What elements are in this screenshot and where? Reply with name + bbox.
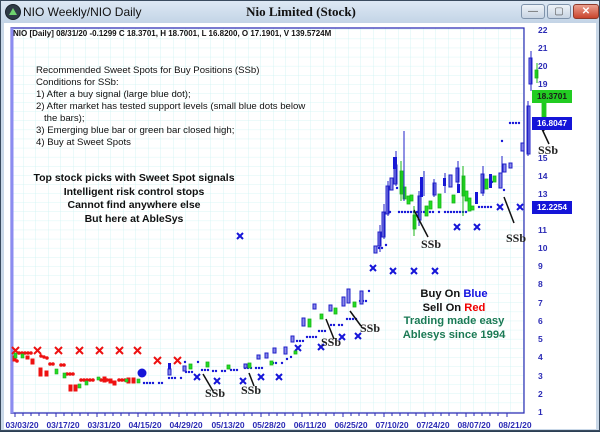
y-tick: 4 [538,352,543,362]
ssb-label: SSb [360,321,381,335]
y-tick: 6 [538,316,543,326]
x-tick: 03/17/20 [46,420,80,430]
slogan-blue-word: Blue [463,288,488,300]
y-tick: 21 [538,43,548,53]
x-tick: 08/07/20 [457,420,491,430]
last-price-tag: 18.3701 [532,90,572,103]
y-tick: 5 [538,334,543,344]
support-price-tag: 12.2254 [532,201,572,214]
note-item: 2) After market has tested support level… [36,101,306,112]
promo-line: Cannot find anywhere else [67,199,201,211]
green-bars-early [13,352,141,389]
ssb-label: SSb [205,386,226,400]
y-tick: 10 [538,243,548,253]
ssb-label: SSb [538,143,559,157]
stop-price-tag: 16.8047 [532,117,572,130]
note-item: 1) After a buy signal (large blue dot); [36,89,191,100]
slogan: Buy On Blue Sell On Red Trading made eas… [383,288,525,342]
note-subtitle: Conditions for SSb: [36,77,119,88]
x-tick: 05/28/20 [252,420,286,430]
buy-signal-large-dot [137,368,147,378]
x-axis-ticks [14,413,508,417]
x-tick: 07/24/20 [416,420,450,430]
note-item: the bars); [44,113,85,124]
note-item: 4) Buy at Sweet Spots [36,137,131,148]
slogan-red-word: Red [464,301,486,314]
x-tick: 03/31/20 [87,420,121,430]
minimize-icon: — [528,6,538,17]
wicks [379,51,532,252]
stop-markers [193,203,524,385]
window-title: Nio Limited (Stock) [246,4,356,19]
slogan-tagline: Trading made easy [403,315,505,327]
y-tick: 20 [538,61,548,71]
x-tick: 03/03/20 [5,420,39,430]
note-item: 3) Emerging blue bar or green bar closed… [36,125,235,136]
y-tick: 1 [538,407,543,417]
ssb-label: SSb [506,231,527,245]
ssb-label: SSb [241,383,262,397]
ohlc-status-line: NIO [Daily] 08/31/20 -0.1299 C 18.3701, … [13,29,332,38]
maximize-button[interactable]: ▢ [547,4,571,19]
y-tick: 13 [538,189,548,199]
minimize-button[interactable]: — [521,4,545,19]
x-tick: 08/21/20 [498,420,532,430]
x-tick: 05/13/20 [211,420,245,430]
y-tick: 9 [538,261,543,271]
x-tick: 06/25/20 [334,420,368,430]
x-tick: 06/11/20 [293,420,327,430]
title-bar[interactable]: NIO Weekly/NIO Daily Nio Limited (Stock)… [1,1,599,23]
chart-tab-title: NIO Weekly/NIO Daily [23,5,142,19]
maximize-icon: ▢ [554,6,564,17]
slogan-text: Buy On [420,288,464,300]
green-wicks [400,63,545,236]
y-tick: 15 [538,153,548,163]
y-tick: 22 [538,25,548,35]
y-tick: 11 [538,225,547,235]
slogan-tagline: Ablesys since 1994 [402,328,506,341]
app-logo-icon [5,4,21,20]
y-tick: 19 [538,79,548,89]
x-tick: 04/29/20 [169,420,203,430]
y-tick: 2 [538,389,543,399]
ssb-label: SSb [321,335,342,349]
promo-line: Top stock picks with Sweet Spot signals [33,172,235,184]
x-tick: 04/15/20 [128,420,162,430]
close-button[interactable]: ✕ [573,4,599,19]
ssb-label: SSb [421,237,442,251]
y-tick: 7 [538,298,543,308]
ssb-conditions-note: Recommended Sweet Spots for Buy Position… [36,65,305,149]
x-tick: 07/10/20 [375,420,409,430]
slogan-text: Sell On [422,301,465,314]
promo-text: Top stock picks with Sweet Spot signals … [19,172,249,226]
y-tick: 3 [538,371,543,381]
close-icon: ✕ [581,6,591,17]
note-title: Recommended Sweet Spots for Buy Position… [36,65,260,76]
y-tick: 8 [538,279,543,289]
promo-line: But here at AbleSys [84,212,184,225]
y-tick: 14 [538,171,548,181]
promo-line: Intelligent risk control stops [63,185,205,198]
